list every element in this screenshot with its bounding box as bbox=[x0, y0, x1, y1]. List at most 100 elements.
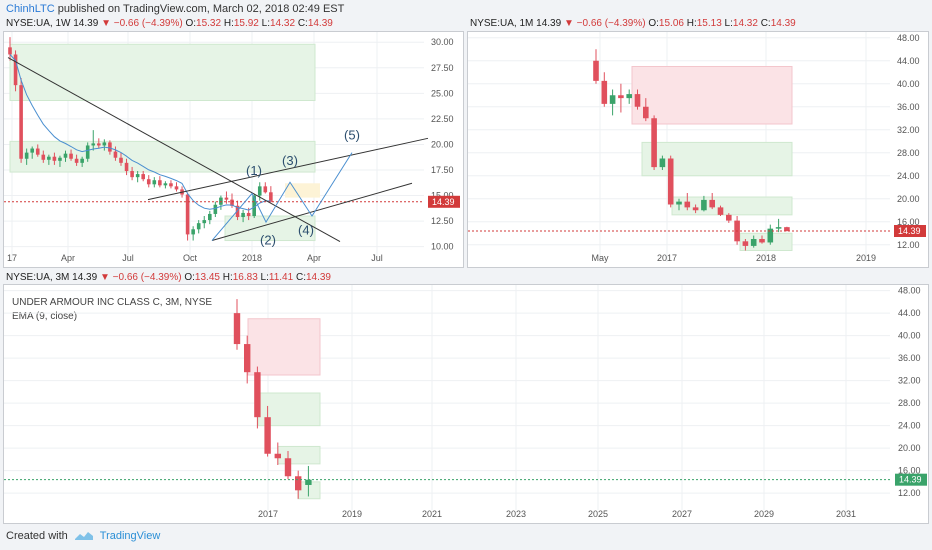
chart-3M: 12.00 16.00 20.00 24.00 28.00 32.00 36.00 40.00… bbox=[4, 285, 927, 519]
x-tick-label: 2025 bbox=[588, 509, 608, 519]
candle-body bbox=[135, 174, 140, 178]
candle bbox=[295, 470, 302, 499]
candle bbox=[775, 218, 782, 233]
candle-body bbox=[269, 192, 273, 202]
candle bbox=[241, 209, 245, 223]
low-value: 14.32 bbox=[732, 18, 758, 29]
x-tick-label: 17 bbox=[7, 253, 17, 263]
candle bbox=[626, 89, 632, 104]
x-tick-label: May bbox=[591, 253, 609, 263]
candle bbox=[717, 205, 724, 216]
candle bbox=[726, 213, 732, 223]
candle-body bbox=[717, 207, 724, 215]
candle-body bbox=[174, 186, 179, 190]
candle bbox=[767, 224, 774, 245]
y-tick-label: 12.00 bbox=[898, 488, 921, 498]
candle bbox=[185, 192, 190, 241]
y-tick-label: 20.00 bbox=[897, 194, 920, 204]
candle bbox=[163, 181, 168, 189]
weekly-title: NYSE:UA, 1W 14.39 ▼ −0.66 (−4.39%) O:15.… bbox=[6, 18, 333, 29]
last-price: 14.39 bbox=[72, 272, 98, 283]
wave-label: (4) bbox=[298, 222, 314, 237]
zone-rect bbox=[277, 445, 321, 465]
high-value: 15.13 bbox=[696, 18, 722, 29]
candle bbox=[269, 186, 273, 203]
candle bbox=[667, 155, 674, 208]
candle-body bbox=[58, 157, 62, 161]
low-value: 14.32 bbox=[270, 18, 296, 29]
candle-body bbox=[701, 199, 707, 211]
zone-rect bbox=[631, 66, 793, 125]
candle-body bbox=[759, 239, 765, 243]
open-value: 15.32 bbox=[196, 18, 222, 29]
candle-body bbox=[152, 180, 157, 185]
chart-legend: UNDER ARMOUR INC CLASS C, 3M, NYSE EMA (… bbox=[12, 296, 212, 324]
created-with-label: Created with bbox=[6, 530, 68, 542]
y-tick-label: 17.50 bbox=[431, 165, 454, 175]
candle bbox=[24, 148, 29, 165]
candle bbox=[274, 442, 281, 465]
publish-text: published on TradingView.com, March 02, … bbox=[57, 3, 345, 15]
candle bbox=[305, 465, 312, 497]
candle-body bbox=[634, 94, 641, 107]
last-price: 14.39 bbox=[73, 18, 99, 29]
candle bbox=[47, 154, 51, 165]
candle-body bbox=[264, 417, 271, 454]
candle-body bbox=[659, 158, 666, 168]
candle-body bbox=[244, 344, 251, 373]
candle bbox=[684, 193, 691, 211]
author-name[interactable]: ChinhLTC bbox=[6, 3, 55, 15]
candle bbox=[284, 450, 292, 480]
y-tick-label: 48.00 bbox=[898, 286, 921, 296]
candle bbox=[69, 149, 73, 161]
y-tick-label: 32.00 bbox=[898, 376, 921, 386]
candle-body bbox=[593, 60, 599, 81]
down-arrow-icon: ▼ bbox=[563, 18, 574, 29]
down-arrow-icon: ▼ bbox=[99, 272, 110, 283]
y-tick-label: 16.00 bbox=[897, 217, 920, 227]
footer: Created with TradingView bbox=[6, 530, 160, 542]
candle bbox=[113, 146, 118, 161]
candle-body bbox=[130, 171, 134, 178]
candle bbox=[643, 98, 649, 122]
monthly-title: NYSE:UA, 1M 14.39 ▼ −0.66 (−4.39%) O:15.… bbox=[470, 18, 796, 29]
candle-body bbox=[274, 453, 281, 459]
y-tick-label: 40.00 bbox=[898, 331, 921, 341]
candle bbox=[219, 195, 223, 210]
y-tick-label: 36.00 bbox=[898, 353, 921, 363]
y-tick-label: 20.00 bbox=[431, 139, 454, 149]
candle-body bbox=[97, 143, 101, 146]
candle bbox=[618, 83, 624, 113]
low-value: 11.41 bbox=[268, 272, 294, 283]
candle-body bbox=[102, 142, 107, 146]
zone-rect bbox=[9, 140, 316, 173]
candle bbox=[130, 166, 134, 181]
publish-header: ChinhLTC published on TradingView.com, M… bbox=[6, 3, 344, 15]
candle-body bbox=[74, 158, 79, 163]
y-tick-label: 40.00 bbox=[897, 79, 920, 89]
tradingview-brand[interactable]: TradingView bbox=[99, 530, 161, 542]
y-tick-label: 30.00 bbox=[431, 37, 454, 47]
price-change: −0.66 (−4.39%) bbox=[113, 18, 183, 29]
y-tick-label: 24.00 bbox=[897, 171, 920, 181]
candle bbox=[264, 405, 271, 457]
candle bbox=[750, 235, 757, 248]
y-tick-label: 16.00 bbox=[898, 466, 921, 476]
x-tick-label: 2018 bbox=[242, 253, 262, 263]
candle bbox=[202, 216, 207, 229]
last-price-tag bbox=[895, 473, 927, 486]
candle bbox=[759, 235, 765, 244]
candle bbox=[174, 182, 179, 192]
candle-body bbox=[85, 145, 90, 159]
candle-body bbox=[119, 157, 123, 163]
x-tick-label: 2018 bbox=[756, 253, 776, 263]
candle bbox=[13, 50, 18, 92]
open-value: 13.45 bbox=[194, 272, 220, 283]
chart-panel-quarterly[interactable] bbox=[3, 284, 929, 524]
x-tick-label: Jul bbox=[122, 253, 134, 263]
y-tick-label: 44.00 bbox=[898, 308, 921, 318]
zone-rect bbox=[285, 183, 320, 198]
candle-body bbox=[196, 223, 201, 230]
x-tick-label: 2017 bbox=[258, 509, 278, 519]
last-price-tag-label: 14.39 bbox=[432, 197, 455, 207]
